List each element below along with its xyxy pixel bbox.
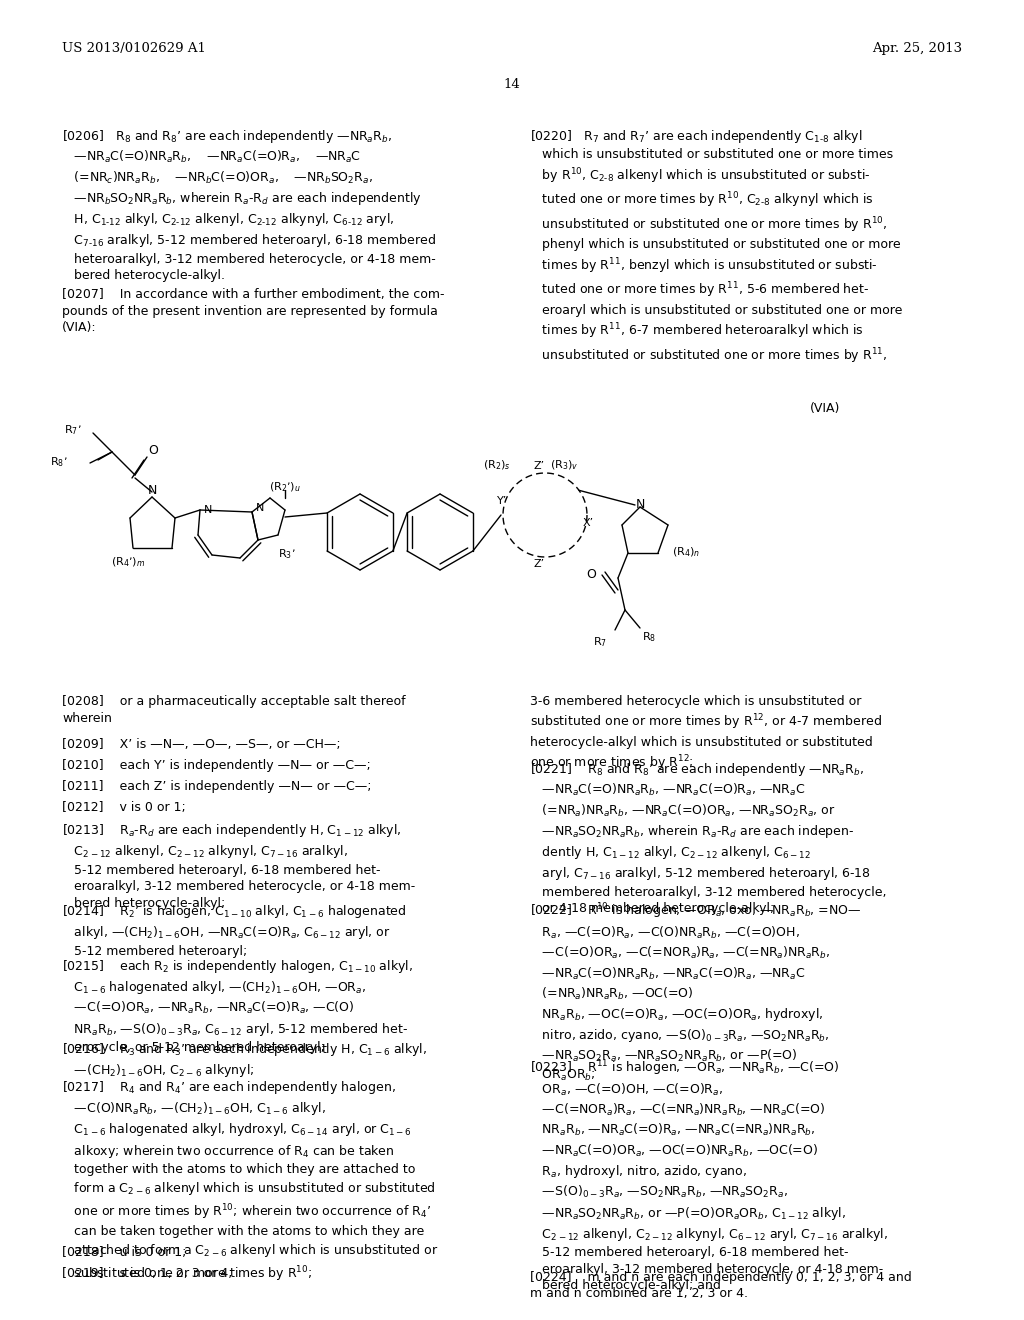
Text: Z’: Z’ <box>534 461 545 471</box>
Text: (R$_4$)$_n$: (R$_4$)$_n$ <box>672 545 700 558</box>
Text: [0219]    s is 0, 1, 2, 3 or 4;: [0219] s is 0, 1, 2, 3 or 4; <box>62 1267 232 1280</box>
Text: [0220]   R$_7$ and R$_7$’ are each independently C$_{1‐8}$ alkyl
   which is uns: [0220] R$_7$ and R$_7$’ are each indepen… <box>530 128 902 366</box>
Text: [0224]    m and n are each independently 0, 1, 2, 3, or 4 and
m and n combined a: [0224] m and n are each independently 0,… <box>530 1271 911 1300</box>
Text: Z’: Z’ <box>534 558 545 569</box>
Text: [0208]    or a pharmaceutically acceptable salt thereof
wherein: [0208] or a pharmaceutically acceptable … <box>62 696 406 725</box>
Text: N: N <box>204 506 212 515</box>
Text: O: O <box>586 569 596 582</box>
Text: [0207]    In accordance with a further embodiment, the com-
pounds of the presen: [0207] In accordance with a further embo… <box>62 288 444 334</box>
Text: (R$_3$)$_v$: (R$_3$)$_v$ <box>550 458 579 471</box>
Text: [0217]    R$_4$ and R$_4$’ are each independently halogen,
   —C(O)NR$_a$R$_b$, : [0217] R$_4$ and R$_4$’ are each indepen… <box>62 1078 438 1284</box>
Text: [0212]    v is 0 or 1;: [0212] v is 0 or 1; <box>62 801 185 814</box>
Text: US 2013/0102629 A1: US 2013/0102629 A1 <box>62 42 206 55</box>
Text: (R$_4$’)$_m$: (R$_4$’)$_m$ <box>111 554 145 569</box>
Text: 3-6 membered heterocycle which is unsubstituted or
substituted one or more times: 3-6 membered heterocycle which is unsubs… <box>530 696 882 774</box>
Text: [0211]    each Z’ is independently —N— or —C—;: [0211] each Z’ is independently —N— or —… <box>62 780 372 793</box>
Text: R$_7$: R$_7$ <box>593 635 607 649</box>
Text: [0218]    u is 0 or 1;: [0218] u is 0 or 1; <box>62 1246 186 1259</box>
Text: [0222]    R$^{10}$ is halogen, —OR$_a$, oxo, —NR$_a$R$_b$, =NO—
   R$_a$, —C(=O): [0222] R$^{10}$ is halogen, —OR$_a$, oxo… <box>530 902 861 1084</box>
Text: R$_3$’: R$_3$’ <box>278 546 296 561</box>
Text: (R$_2$)$_s$: (R$_2$)$_s$ <box>483 458 511 471</box>
Text: (R$_2$’)$_u$: (R$_2$’)$_u$ <box>269 480 301 494</box>
Text: Apr. 25, 2013: Apr. 25, 2013 <box>871 42 962 55</box>
Text: [0216]    R$_3$ and R$_3$’ are each independently H, C$_{1-6}$ alkyl,
   —(CH$_2: [0216] R$_3$ and R$_3$’ are each indepen… <box>62 1041 427 1080</box>
Text: 14: 14 <box>504 78 520 91</box>
Text: [0206]   R$_8$ and R$_8$’ are each independently —NR$_a$R$_b$,
   —NR$_a$C(=O)NR: [0206] R$_8$ and R$_8$’ are each indepen… <box>62 128 436 282</box>
Text: R$_8$: R$_8$ <box>642 630 656 644</box>
Text: N: N <box>635 498 645 511</box>
Text: X’: X’ <box>583 517 594 528</box>
Text: O: O <box>148 444 158 457</box>
Text: [0214]    R$_2$’ is halogen, C$_{1-10}$ alkyl, C$_{1-6}$ halogenated
   alkyl, —: [0214] R$_2$’ is halogen, C$_{1-10}$ alk… <box>62 903 407 958</box>
Text: Y’: Y’ <box>497 496 507 506</box>
Text: [0209]    X’ is —N—, —O—, —S—, or —CH—;: [0209] X’ is —N—, —O—, —S—, or —CH—; <box>62 738 341 751</box>
Text: [0213]    R$_a$-R$_d$ are each independently H, C$_{1-12}$ alkyl,
   C$_{2-12}$ : [0213] R$_a$-R$_d$ are each independentl… <box>62 822 416 909</box>
Text: R$_8$’: R$_8$’ <box>50 455 68 469</box>
Text: [0210]    each Y’ is independently —N— or —C—;: [0210] each Y’ is independently —N— or —… <box>62 759 371 772</box>
Text: [0215]    each R$_2$ is independently halogen, C$_{1-10}$ alkyl,
   C$_{1-6}$ ha: [0215] each R$_2$ is independently halog… <box>62 958 413 1055</box>
Text: [0223]    R$^{11}$ is halogen, —OR$_a$, —NR$_a$R$_b$, —C(=O)
   OR$_a$, —C(=O)OH: [0223] R$^{11}$ is halogen, —OR$_a$, —NR… <box>530 1059 888 1292</box>
Text: R$_7$’: R$_7$’ <box>65 422 82 437</box>
Text: N: N <box>256 503 264 513</box>
Text: N: N <box>147 483 157 496</box>
Text: (VIA): (VIA) <box>810 403 841 414</box>
Text: [0221]    R$_8$ and R$_8$’ are each independently —NR$_a$R$_b$,
   —NR$_a$C(=O)N: [0221] R$_8$ and R$_8$’ are each indepen… <box>530 762 887 915</box>
